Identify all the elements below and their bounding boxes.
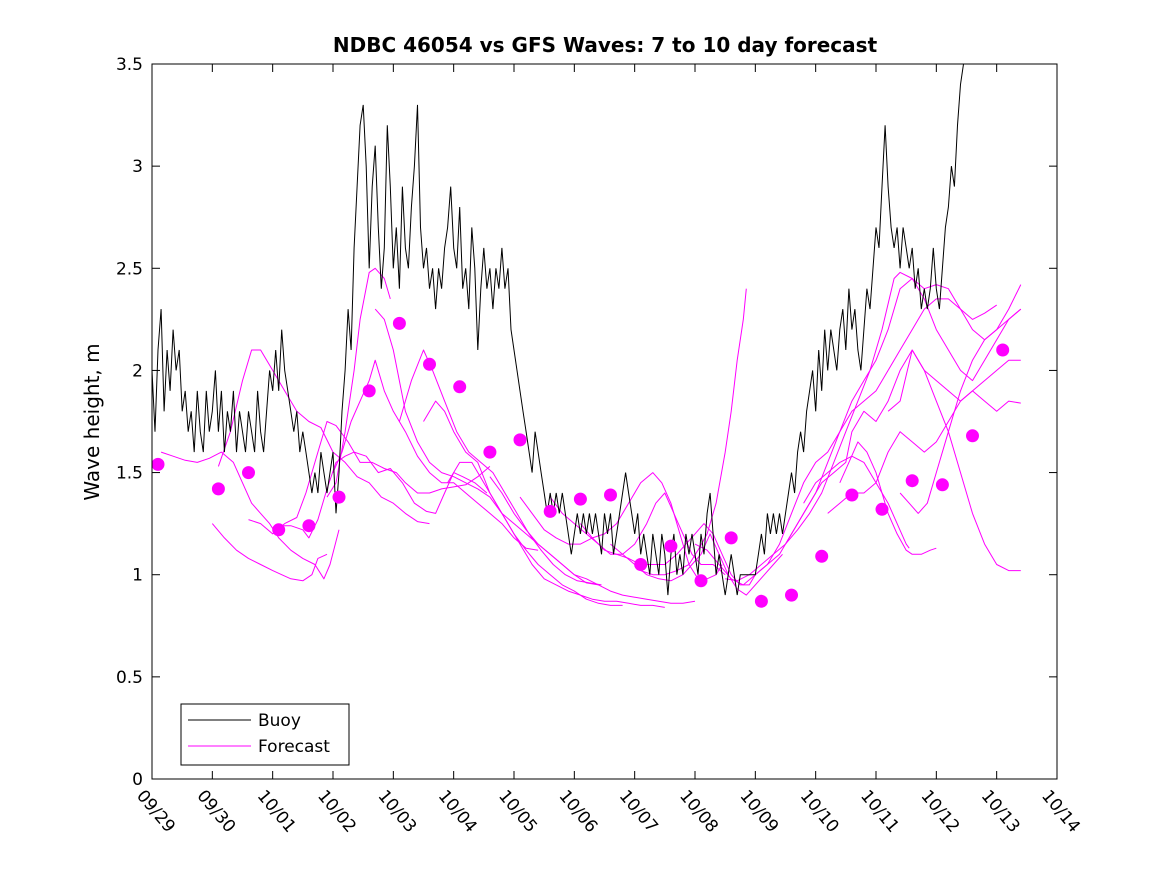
x-tick-label: 10/11 xyxy=(856,786,903,836)
forecast-run-19 xyxy=(725,271,1022,582)
forecast-marker-7 xyxy=(362,384,376,398)
y-tick-label: 2.5 xyxy=(116,259,143,279)
forecast-marker-12 xyxy=(513,433,527,447)
forecast-marker-11 xyxy=(483,445,497,459)
forecast-marker-13 xyxy=(543,504,557,518)
forecast-run-1 xyxy=(160,451,340,580)
y-tick-label: 3.5 xyxy=(116,55,143,75)
forecast-run-7 xyxy=(332,359,539,551)
x-tick-label: 10/09 xyxy=(736,786,783,836)
forecast-marker-28 xyxy=(996,343,1010,357)
forecast-marker-16 xyxy=(634,558,648,571)
plot-frame xyxy=(151,63,1058,780)
y-tick-label: 1.5 xyxy=(116,464,143,484)
forecast-marker-6 xyxy=(332,490,346,504)
forecast-run-25 xyxy=(887,349,1021,572)
x-tick-label: 10/07 xyxy=(615,786,662,836)
y-tick-label: 2 xyxy=(132,361,143,381)
forecast-run-17 xyxy=(640,288,747,576)
forecast-marker-9 xyxy=(423,357,436,371)
forecast-run-24 xyxy=(839,441,937,555)
x-tick-label: 10/04 xyxy=(434,786,481,836)
forecast-marker-3 xyxy=(242,466,255,480)
y-axis-label: Wave height, m xyxy=(80,343,104,500)
forecast-marker-18 xyxy=(694,574,708,588)
x-tick-label: 10/12 xyxy=(917,786,964,836)
forecast-run-23 xyxy=(827,390,1021,514)
forecast-marker-14 xyxy=(573,492,587,506)
forecast-run-4 xyxy=(248,421,491,535)
x-tick-label: 10/05 xyxy=(494,786,541,836)
forecast-run-10 xyxy=(423,400,623,606)
forecast-marker-5 xyxy=(302,519,316,533)
y-tick-label: 0 xyxy=(132,770,143,790)
x-tick-label: 10/13 xyxy=(977,786,1024,836)
forecast-marker-23 xyxy=(845,488,859,502)
y-tick-label: 3 xyxy=(132,157,143,177)
forecast-run-26 xyxy=(899,308,1022,514)
y-tick-label: 0.5 xyxy=(116,668,143,688)
legend-box xyxy=(180,703,350,766)
forecast-run-18 xyxy=(694,298,997,586)
forecast-marker-22 xyxy=(815,549,829,563)
y-tick-label: 1 xyxy=(132,566,143,586)
forecast-run-15 xyxy=(580,523,756,586)
x-tick-label: 10/14 xyxy=(1037,786,1084,836)
x-tick-label: 09/29 xyxy=(132,786,179,836)
forecast-marker-27 xyxy=(966,429,979,443)
forecast-marker-19 xyxy=(724,531,738,545)
forecast-run-16 xyxy=(610,533,783,596)
chart-title: NDBC 46054 vs GFS Waves: 7 to 10 day for… xyxy=(333,33,878,57)
forecast-marker-24 xyxy=(875,502,889,516)
forecast-marker-2 xyxy=(211,482,225,496)
legend: Buoy Forecast xyxy=(180,703,350,766)
forecast-run-3 xyxy=(217,349,430,525)
forecast-marker-17 xyxy=(664,539,678,553)
forecast-marker-8 xyxy=(392,316,406,330)
forecast-run-12 xyxy=(489,476,696,604)
x-tick-label: 10/02 xyxy=(313,786,360,836)
forecast-marker-26 xyxy=(935,478,949,492)
x-tick-label: 10/06 xyxy=(555,786,602,836)
forecast-marker-20 xyxy=(754,594,768,608)
forecast-run-11 xyxy=(447,461,665,608)
legend-forecast-label: Forecast xyxy=(258,737,330,757)
forecast-marker-4 xyxy=(272,523,286,537)
x-tick-label: 10/01 xyxy=(253,786,300,836)
plot-area xyxy=(152,64,1057,779)
forecast-marker-21 xyxy=(785,588,798,602)
forecast-run-22 xyxy=(803,455,910,549)
forecast-marker-15 xyxy=(604,488,617,502)
forecast-marker-10 xyxy=(453,380,467,394)
series-layer xyxy=(152,64,1022,608)
forecast-marker-25 xyxy=(905,474,919,488)
x-tick-label: 09/30 xyxy=(193,786,240,836)
buoy-line xyxy=(152,64,967,596)
forecast-marker-1 xyxy=(152,457,165,471)
forecast-run-2 xyxy=(211,523,328,582)
x-tick-label: 10/08 xyxy=(675,786,722,836)
legend-buoy-label: Buoy xyxy=(258,711,301,731)
forecast-run-21 xyxy=(785,349,1021,545)
x-tick-label: 10/03 xyxy=(374,786,421,836)
forecast-run-5 xyxy=(278,451,488,539)
x-tick-label: 10/10 xyxy=(796,786,843,836)
